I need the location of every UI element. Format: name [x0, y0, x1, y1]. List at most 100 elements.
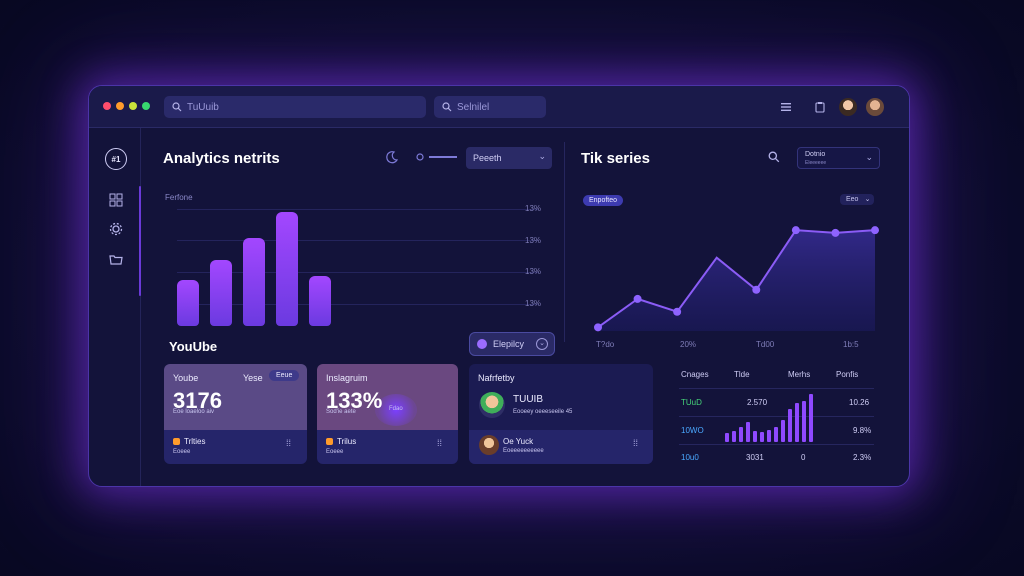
grid-icon[interactable]: ⁞⁞: [286, 438, 292, 448]
card-pill[interactable]: Eeue: [269, 370, 300, 381]
series-point[interactable]: [791, 226, 800, 235]
youtube-toggle-button[interactable]: Elepilcy ⌄: [469, 332, 555, 356]
table-header: Merhs: [788, 370, 811, 379]
x-tick: T?do: [596, 340, 615, 349]
list-icon[interactable]: [777, 98, 795, 116]
mini-bar: [760, 432, 764, 442]
series-point[interactable]: [673, 307, 682, 316]
series-badge[interactable]: Enpofteo: [583, 195, 624, 206]
maximize-dot[interactable]: [129, 102, 137, 110]
mini-bar: [781, 420, 785, 442]
avatar[interactable]: [479, 392, 505, 418]
grid-line: [177, 272, 539, 273]
primary-search-input[interactable]: TuUuib: [164, 96, 426, 118]
mini-bar: [774, 426, 778, 442]
search-icon[interactable]: [768, 151, 780, 163]
table-row-label[interactable]: TUuD: [681, 398, 702, 407]
series-select-sub: Eleeeeee: [805, 160, 827, 166]
window-controls: [103, 102, 150, 110]
series-point[interactable]: [831, 228, 840, 237]
series-area: [598, 230, 875, 331]
table-divider: [679, 416, 874, 417]
close-dot[interactable]: [103, 102, 111, 110]
card-footer-sub: Eoeee: [326, 449, 344, 455]
analytics-period-value: Peeeth: [473, 153, 502, 163]
table-cell: 2.570: [747, 398, 768, 407]
series-point[interactable]: [871, 226, 879, 235]
card-pill: Fdao: [389, 406, 403, 412]
grid-line: [177, 304, 539, 305]
mini-bar: [753, 431, 757, 442]
folder-icon[interactable]: [109, 252, 123, 266]
card-tag: Yese: [243, 373, 263, 383]
series-point[interactable]: [752, 285, 761, 294]
chart-bar[interactable]: [177, 280, 199, 326]
chart-bar[interactable]: [309, 276, 331, 326]
activity-card: Nafrfetby TUUIB Eooeey oeeeseeile 45 Oe …: [469, 364, 653, 464]
table-row-label[interactable]: 10WO: [681, 426, 704, 435]
chart-bar[interactable]: [210, 260, 232, 326]
youtube-stat-card[interactable]: Yoube Yese Eeue 3176 Eoe loaeloo aiv Trl…: [164, 364, 307, 464]
card-footer: Trilus: [337, 437, 357, 446]
mini-bar: [788, 409, 792, 442]
user-avatar-1[interactable]: [839, 98, 857, 116]
table-cell: 9.8%: [853, 426, 872, 435]
glow-decoration: [375, 394, 417, 426]
y-tick: 13%: [525, 299, 542, 308]
youtube-toggle-label: Elepilcy: [493, 339, 525, 349]
table-header: Ponfis: [836, 370, 859, 379]
table-cell: 3031: [746, 453, 764, 462]
instagram-stat-card[interactable]: Inslagruim 133% Sod'ie aete Fdao Trilus …: [317, 364, 458, 464]
mini-bar: [802, 400, 806, 442]
clipboard-icon[interactable]: [811, 98, 829, 116]
series-select-value: Dotnio: [805, 151, 826, 158]
series-point[interactable]: [594, 323, 602, 332]
youtube-section-title: YouUbe: [169, 339, 218, 354]
chart-bar[interactable]: [276, 212, 298, 326]
user-avatar-2[interactable]: [866, 98, 884, 116]
gear-icon[interactable]: [109, 222, 123, 236]
minimize-dot[interactable]: [116, 102, 124, 110]
chart-bar[interactable]: [243, 238, 265, 326]
grid-icon[interactable]: [109, 193, 123, 207]
x-tick: 1b:5: [843, 340, 859, 349]
series-filter-label: Eeo: [846, 196, 859, 203]
series-title: Tik series: [581, 150, 650, 167]
search-icon: [172, 102, 182, 112]
analytics-title: Analytics netrits: [163, 150, 280, 167]
table-divider: [679, 388, 874, 389]
card-bottom: [469, 430, 653, 464]
analytics-period-select[interactable]: Peeeth ⌄: [466, 147, 552, 169]
primary-search-text: TuUuib: [187, 101, 219, 113]
app-logo[interactable]: #1: [105, 148, 127, 170]
card-value: 133%: [326, 388, 383, 413]
extra-dot[interactable]: [142, 102, 150, 110]
chevron-down-icon: ⌄: [536, 338, 548, 350]
chevron-down-icon: ⌄: [864, 196, 871, 203]
card-sub: Eoe loaeloo aiv: [173, 409, 215, 415]
mini-bar: [725, 433, 729, 442]
search-icon: [442, 102, 452, 112]
table-row-label[interactable]: 10u0: [681, 453, 699, 462]
avatar[interactable]: [479, 435, 499, 455]
sidebar: #1: [89, 128, 141, 486]
secondary-search-text: Selnilel: [457, 101, 490, 113]
card-sub: Sod'ie aete: [326, 409, 356, 415]
moon-icon[interactable]: [385, 150, 399, 164]
grid-icon[interactable]: ⁞⁞: [437, 438, 443, 448]
table-cell: 0: [801, 453, 806, 462]
series-filter[interactable]: Eeo ⌄: [840, 194, 875, 205]
table-header: Cnages: [681, 370, 709, 379]
series-select[interactable]: Dotnio Eleeeeee ⌄: [797, 147, 880, 169]
grid-icon[interactable]: ⁞⁞: [633, 438, 639, 448]
activity-heading: Nafrfetby: [478, 373, 515, 383]
secondary-search-input[interactable]: Selnilel: [434, 96, 546, 118]
activity-item-sub: Eoeeeeeeeeee: [503, 448, 544, 454]
series-point[interactable]: [633, 294, 642, 303]
card-bottom: [317, 430, 458, 464]
play-icon: [477, 339, 487, 349]
x-tick: 20%: [680, 340, 697, 349]
table-cell: 10.26: [849, 398, 870, 407]
grid-line: [177, 240, 539, 241]
toggle-icon[interactable]: [415, 152, 459, 162]
